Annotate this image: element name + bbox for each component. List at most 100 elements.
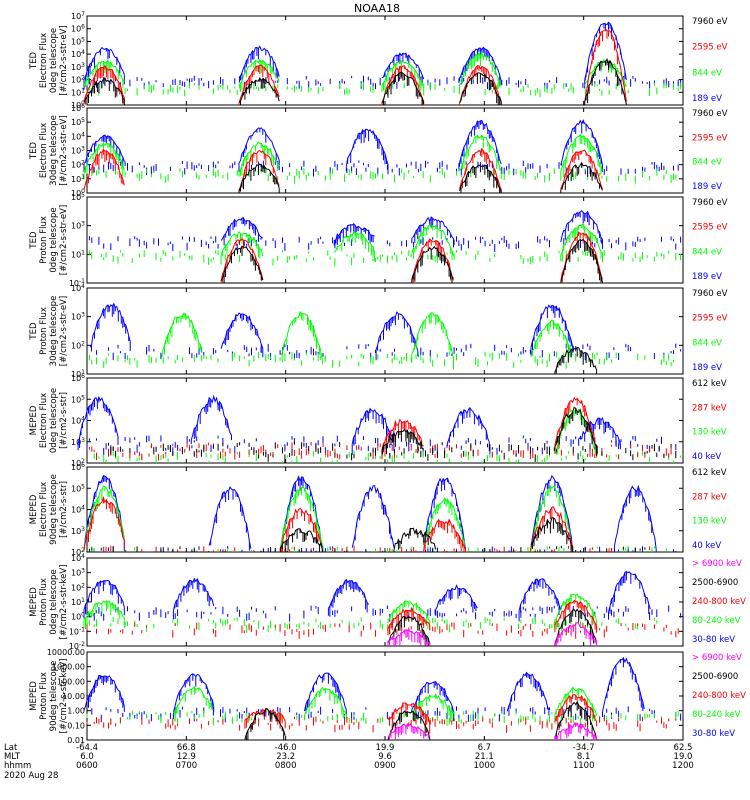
y-axis-label-line: [#/cm2-s-str-eV] (59, 296, 69, 366)
legend-entry: 2500-6900 (692, 578, 738, 588)
series-peak (83, 46, 125, 80)
series-peak-spread (384, 53, 423, 86)
y-axis-label-line: 0deg telescope (49, 207, 59, 272)
series-peak (554, 599, 598, 626)
series-peak-spread (238, 143, 279, 177)
series-peak-spread (462, 135, 502, 180)
series--6900-kev (387, 721, 598, 740)
y-axis-label-line: TED (29, 51, 39, 70)
series-peak-spread (223, 246, 262, 283)
y-tick-label: 104 (71, 131, 85, 141)
y-axis-label-line: Proton Flux (39, 578, 49, 626)
y-tick-label-base: 10 (71, 583, 81, 592)
figure-title: NOAA18 (354, 2, 400, 15)
series-peak-spread (172, 578, 212, 620)
series-peak-spread (77, 397, 116, 451)
series-noise (88, 545, 674, 552)
panel-frame (86, 287, 684, 375)
y-tick-label-exp: 2 (81, 75, 85, 82)
y-axis-label-line: MEPED (29, 494, 39, 524)
series-peak-spread (564, 211, 603, 249)
y-tick-label-base: 10 (71, 417, 81, 426)
y-tick-label-base: 10 (71, 395, 81, 404)
legend-entry: 7960 eV (692, 198, 728, 208)
series-peak-spread (238, 128, 280, 173)
series-peak-spread (532, 518, 574, 552)
series-peak-spread (240, 47, 279, 83)
series-peak-spread (281, 311, 323, 365)
y-tick-label: 101 (71, 87, 85, 97)
series-peak (608, 570, 651, 612)
series-peak-spread (411, 312, 454, 370)
y-tick-label-exp: 0 (81, 100, 85, 107)
series-peak-spread (518, 578, 560, 622)
series-peak-spread (555, 695, 598, 727)
y-tick-label-base: 10 (71, 459, 81, 468)
x-axis-value: 6.7 (478, 743, 492, 753)
series-peak-spread (389, 724, 429, 740)
series-noise (86, 710, 679, 726)
y-tick-label-base: 10 (71, 284, 81, 293)
series-peak-spread (83, 580, 125, 619)
y-axis-label-line: 30deg telescope (49, 296, 59, 367)
series-peak (83, 495, 125, 551)
legend-entry: 130 keV (692, 517, 727, 527)
series-noise (96, 343, 682, 361)
x-axis-value: 1000 (474, 761, 496, 771)
series-612-kev (108, 406, 677, 463)
y-tick-label-base: 10 (69, 627, 79, 636)
series-peak-spread (381, 60, 425, 96)
series-peak-spread (172, 673, 215, 719)
series-peak (554, 721, 598, 739)
series-peak (238, 64, 280, 104)
series-peak (83, 64, 125, 102)
series-peak-spread (587, 30, 626, 100)
legend-entry: 80-240 keV (692, 710, 741, 720)
y-tick-label: 0.01 (67, 736, 85, 745)
series-peak-spread (554, 347, 598, 374)
legend-entry: 40 keV (692, 541, 721, 551)
y-tick-label-base: 10 (71, 132, 81, 141)
y-tick-label-base: 10 (71, 506, 81, 515)
x-axis-value: 1200 (672, 761, 694, 771)
panel-8: 0.01 0.10 1.00 10.00 100.00 1000.00 10000.00 ME… (29, 648, 746, 745)
y-tick-label-exp: 2 (81, 340, 85, 347)
series-peak (190, 394, 232, 441)
series-peak-spread (423, 519, 466, 552)
series-peak-spread (584, 59, 627, 105)
series-noise (108, 441, 677, 463)
legend-entry: 30-80 keV (692, 729, 735, 739)
y-tick-label-base: 10 (71, 63, 81, 72)
y-tick-label-exp: 1 (81, 369, 85, 376)
series-peak-spread (584, 22, 626, 89)
series--6900-kev (387, 621, 598, 646)
y-tick-label-base: 10 (71, 370, 81, 379)
series-noise (86, 435, 677, 456)
y-tick-label-base: 10 (71, 37, 81, 46)
legend-entry: 240-800 keV (692, 597, 746, 607)
series-peak-spread (345, 129, 389, 175)
y-tick-label-exp: 4 (81, 505, 85, 512)
y-tick-label: 102 (71, 160, 85, 170)
series-peak-spread (238, 164, 280, 193)
y-axis-label-line: MEPED (29, 681, 39, 711)
y-tick-label-base: 10 (71, 527, 81, 536)
legend-entry: 189 eV (692, 182, 722, 192)
y-tick-label: 105 (71, 483, 85, 493)
series-peak (238, 127, 280, 164)
series-peak (411, 245, 454, 280)
y-tick-label-base: 10 (71, 313, 81, 322)
panel-frame (86, 196, 684, 284)
y-tick-label: 106 (71, 103, 85, 113)
y-tick-label: 103 (71, 437, 85, 447)
y-tick-label-base: 10 (71, 88, 81, 97)
y-tick-label-exp: 1 (81, 597, 85, 604)
x-axis-value: 12.9 (177, 752, 196, 762)
legend-entry: 2595 eV (692, 43, 728, 53)
series-7960-ev (83, 58, 627, 105)
y-tick-label-exp: 0 (81, 188, 85, 195)
y-tick-label-exp: 6 (81, 24, 85, 31)
series-peak-spread (387, 629, 431, 646)
y-tick-label-exp: 4 (81, 283, 85, 290)
